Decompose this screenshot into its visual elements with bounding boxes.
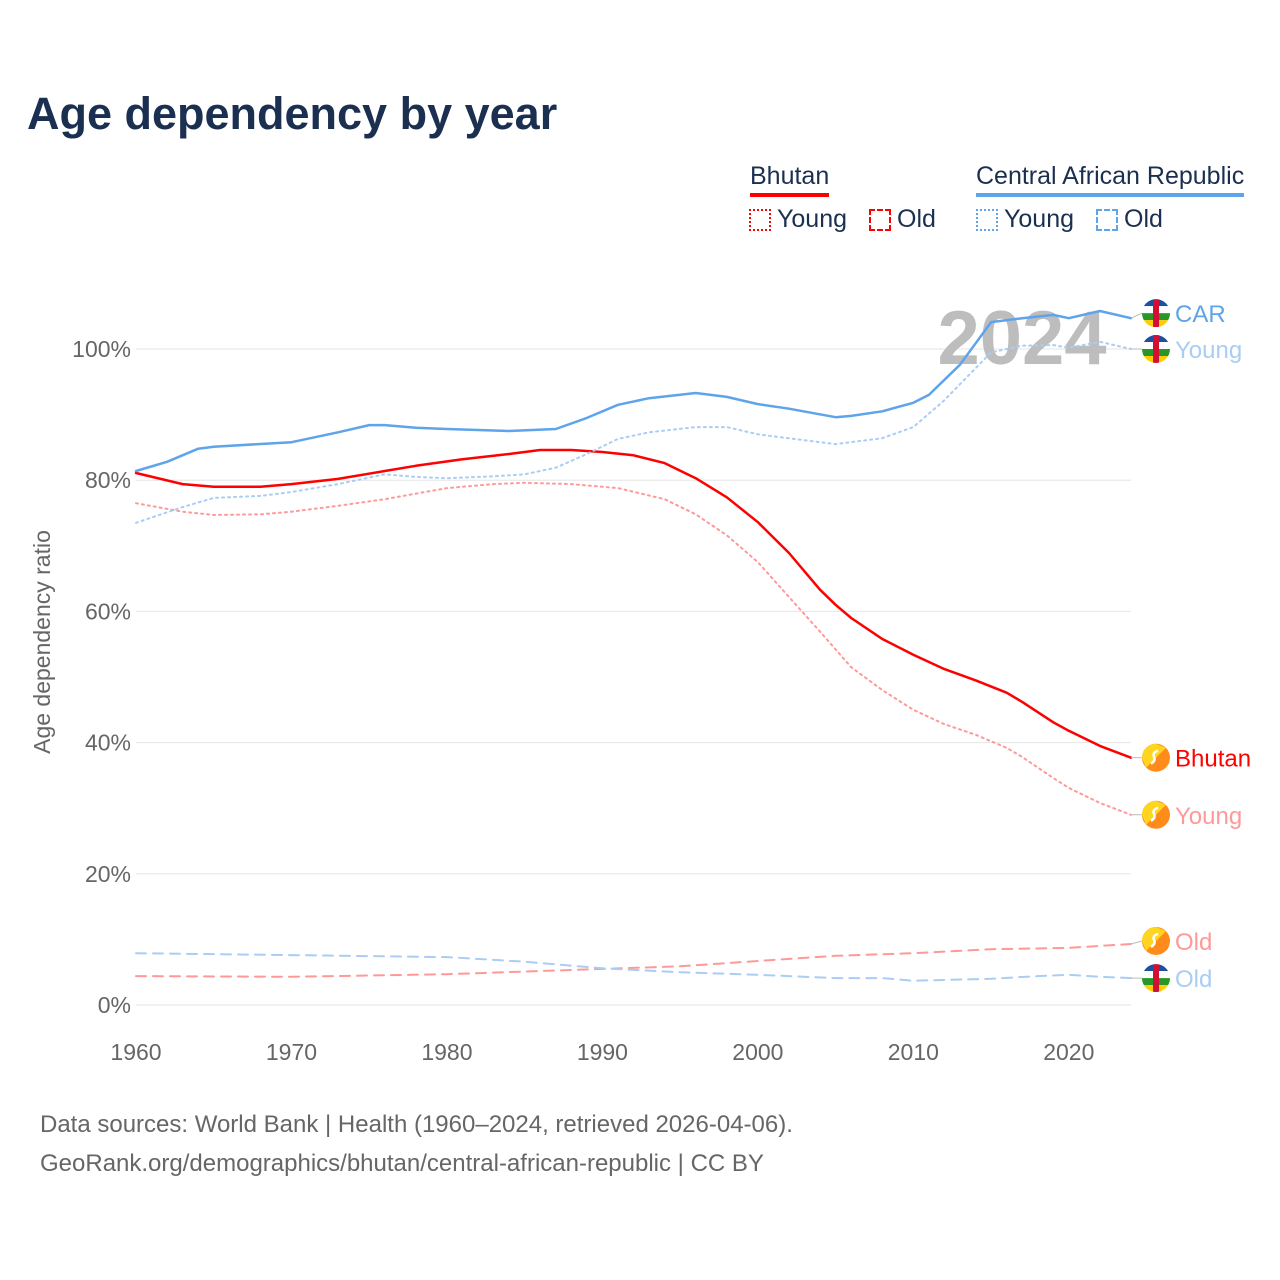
y-tick-label: 0% (98, 992, 131, 1018)
series-line-car-young (135, 340, 1132, 524)
series-line-bhutan-old (135, 943, 1132, 978)
legend-bhutan[interactable]: Bhutan (750, 162, 830, 197)
legend-car[interactable]: Central African Republic (976, 162, 1245, 197)
end-label: Young (1175, 337, 1242, 364)
legend-label: Young (1004, 205, 1074, 233)
flag-band (1153, 964, 1159, 993)
legend-label: Old (897, 205, 936, 233)
x-tick-label: 2010 (888, 1039, 939, 1065)
series-line-bhutan-young (135, 481, 1132, 816)
end-label-group: CAR (1130, 299, 1226, 328)
x-tick-label: 2000 (732, 1039, 783, 1065)
y-axis-label: Age dependency ratio (29, 530, 55, 754)
legend-bhutan-old[interactable]: Old (869, 205, 936, 234)
legend-car-young[interactable]: Young (976, 205, 1074, 234)
y-tick-label: 20% (85, 861, 131, 887)
dotted-swatch-icon (976, 208, 998, 231)
data-source-text: Data sources: World Bank | Health (1960–… (40, 1111, 793, 1138)
leader-line (1130, 312, 1143, 319)
dragon-mark (1150, 932, 1159, 949)
car-flag-icon (1142, 335, 1170, 363)
y-tick-label: 40% (85, 730, 131, 756)
dragon-mark (1150, 749, 1159, 765)
leader-line (1130, 940, 1143, 945)
dashed-swatch-icon (1096, 208, 1118, 231)
end-label: CAR (1175, 301, 1226, 328)
chart-title: Age dependency by year (27, 88, 558, 139)
series-line-bhutan (134, 448, 1133, 759)
dragon-mark (1150, 806, 1159, 822)
dotted-swatch-icon (749, 208, 771, 231)
end-label: Old (1175, 929, 1212, 956)
legend-car-old[interactable]: Old (1096, 205, 1163, 234)
bhutan-flag-icon (1142, 926, 1170, 955)
legend-bhutan-young[interactable]: Young (749, 205, 847, 234)
bhutan-flag-icon (1142, 743, 1170, 772)
end-label-group: Young (1131, 800, 1242, 830)
end-label-group: Old (1131, 964, 1212, 993)
flag-band (1153, 335, 1159, 363)
end-label: Young (1175, 803, 1242, 830)
y-tick-label: 60% (85, 598, 131, 624)
x-tick-label: 2020 (1043, 1039, 1094, 1065)
year-watermark: 2024 (937, 296, 1106, 381)
end-label-group: Young (1131, 335, 1242, 364)
x-tick-label: 1970 (266, 1039, 317, 1065)
series-line-car (134, 309, 1133, 473)
x-tick-label: 1990 (577, 1039, 628, 1065)
y-tick-label: 80% (85, 467, 131, 493)
flag-band (1153, 299, 1159, 328)
x-tick-label: 1980 (421, 1039, 472, 1065)
bhutan-flag-icon (1142, 800, 1170, 829)
series-line-car-old (135, 952, 1132, 982)
end-label: Bhutan (1175, 746, 1251, 773)
y-tick-label: 100% (72, 336, 131, 362)
legend-label: Young (777, 205, 847, 233)
car-flag-icon (1142, 299, 1170, 328)
x-tick-label: 1960 (110, 1039, 161, 1065)
car-flag-icon (1142, 964, 1170, 993)
end-label-group: Bhutan (1131, 743, 1251, 773)
source-link[interactable]: GeoRank.org/demographics/bhutan/central-… (40, 1150, 764, 1177)
end-label: Old (1175, 966, 1212, 993)
end-label-group: Old (1130, 926, 1212, 956)
legend-label: Old (1124, 205, 1163, 233)
dashed-swatch-icon (869, 208, 891, 231)
footer: Data sources: World Bank | Health (1960–… (40, 1105, 793, 1183)
